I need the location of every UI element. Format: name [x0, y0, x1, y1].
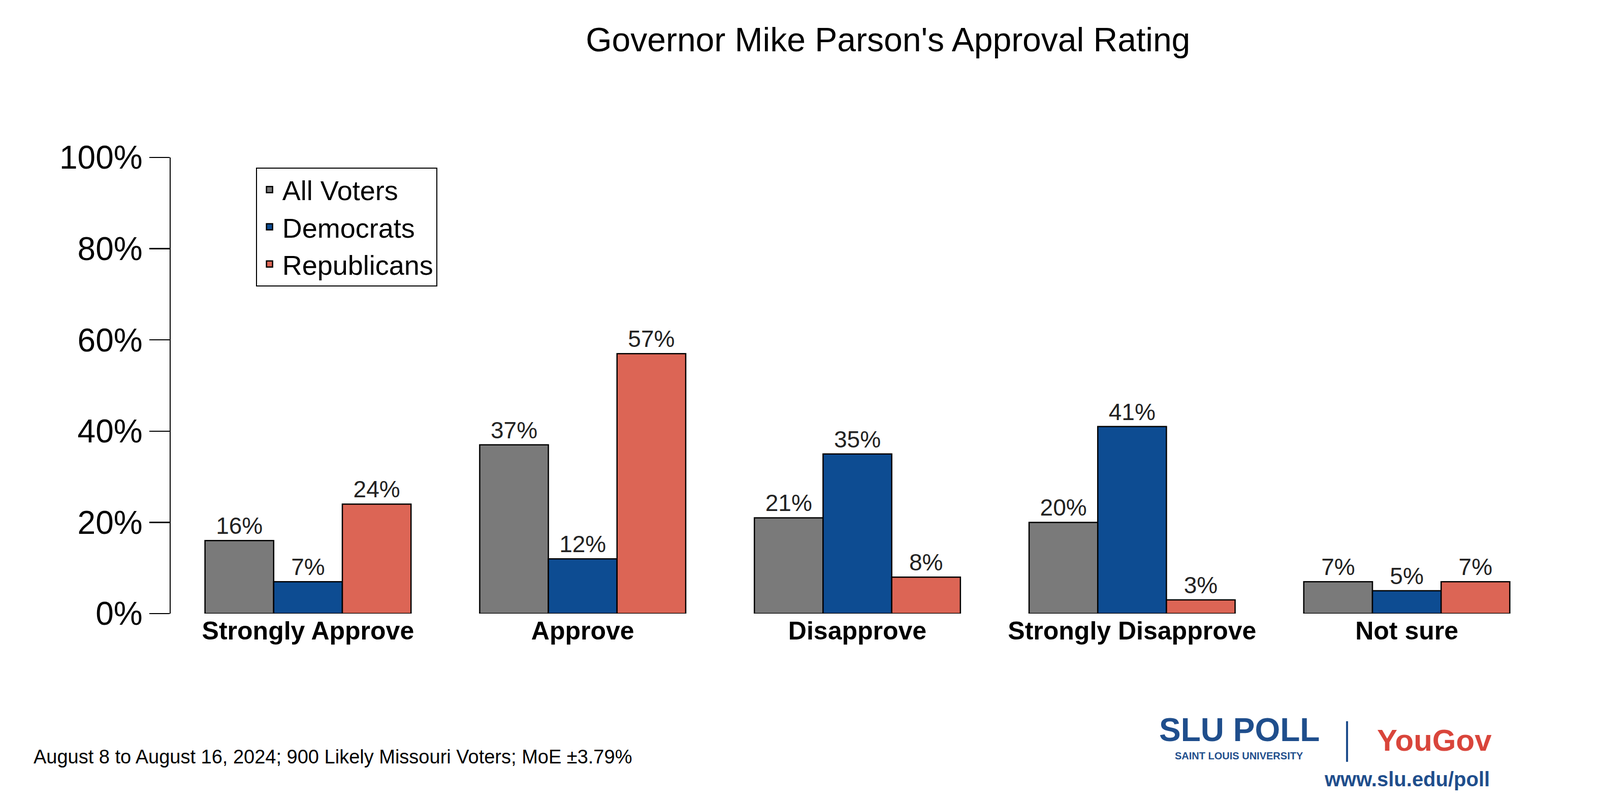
svg-text:7%: 7%: [1458, 553, 1493, 581]
svg-text:8%: 8%: [909, 549, 943, 576]
svg-text:Strongly Disapprove: Strongly Disapprove: [1007, 616, 1257, 646]
svg-text:20%: 20%: [1040, 494, 1087, 521]
svg-text:Approve: Approve: [531, 616, 635, 646]
svg-text:Democrats: Democrats: [282, 212, 415, 244]
svg-text:Not sure: Not sure: [1355, 616, 1459, 646]
svg-text:August 8 to August 16, 2024; 9: August 8 to August 16, 2024; 900 Likely …: [33, 746, 632, 768]
svg-text:24%: 24%: [353, 475, 401, 503]
svg-text:7%: 7%: [291, 553, 325, 581]
svg-text:www.slu.edu/poll: www.slu.edu/poll: [1324, 768, 1490, 791]
svg-text:SLU POLL: SLU POLL: [1159, 711, 1320, 749]
svg-text:40%: 40%: [77, 412, 143, 450]
svg-text:3%: 3%: [1184, 571, 1218, 599]
svg-text:57%: 57%: [627, 325, 675, 352]
svg-text:12%: 12%: [559, 530, 606, 558]
svg-text:Disapprove: Disapprove: [788, 616, 927, 646]
svg-text:100%: 100%: [59, 139, 143, 176]
svg-text:7%: 7%: [1321, 553, 1355, 581]
svg-text:16%: 16%: [215, 512, 263, 539]
svg-text:37%: 37%: [490, 417, 538, 444]
svg-text:YouGov: YouGov: [1377, 723, 1492, 758]
svg-text:60%: 60%: [77, 322, 143, 359]
svg-text:All Voters: All Voters: [282, 175, 399, 206]
svg-text:5%: 5%: [1389, 562, 1424, 590]
svg-text:35%: 35%: [834, 426, 881, 453]
svg-text:Governor Mike Parson's Approva: Governor Mike Parson's Approval Rating: [585, 20, 1191, 59]
svg-text:Strongly Approve: Strongly Approve: [202, 616, 415, 646]
svg-text:0%: 0%: [95, 595, 143, 632]
svg-text:Republicans: Republicans: [282, 249, 434, 281]
svg-text:41%: 41%: [1108, 398, 1156, 426]
svg-text:21%: 21%: [765, 489, 813, 517]
svg-text:SAINT LOUIS UNIVERSITY: SAINT LOUIS UNIVERSITY: [1174, 750, 1304, 762]
svg-text:80%: 80%: [77, 230, 143, 268]
svg-text:20%: 20%: [77, 504, 143, 541]
